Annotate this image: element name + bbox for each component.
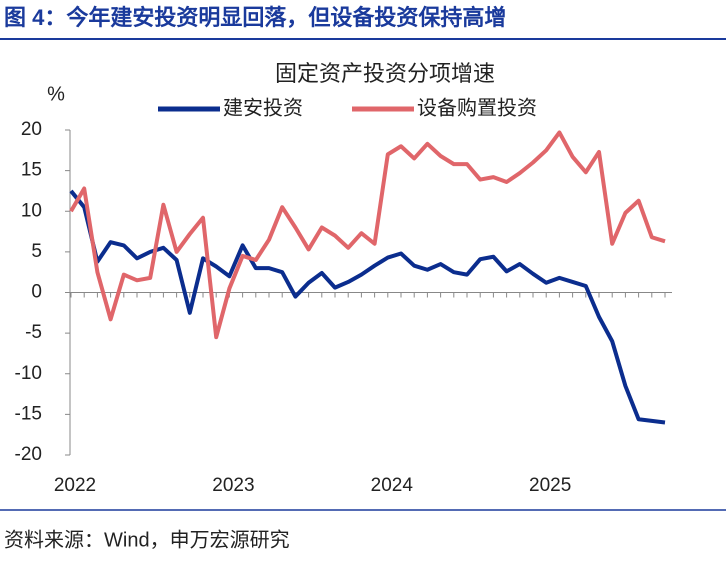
y-tick-label: 5 <box>31 241 42 262</box>
y-tick-label: 10 <box>21 200 42 221</box>
x-tick-label: 2025 <box>529 475 571 496</box>
y-tick-label: -20 <box>15 444 42 465</box>
legend-label: 建安投资 <box>223 96 303 119</box>
y-tick-label: 15 <box>21 160 42 181</box>
x-tick-label: 2022 <box>54 475 96 496</box>
series-line <box>69 130 666 340</box>
chart-title: 固定资产投资分项增速 <box>275 61 495 86</box>
legend-label: 设备购置投资 <box>417 96 537 119</box>
figure-title: 图 4：今年建安投资明显回落，但设备投资保持高增 <box>4 5 506 30</box>
x-tick-label: 2024 <box>371 475 414 496</box>
y-tick-label: -5 <box>25 322 42 343</box>
source-note: 资料来源：Wind，申万宏源研究 <box>4 528 290 551</box>
y-tick-label: 20 <box>21 119 42 140</box>
y-axis-label: % <box>47 83 65 105</box>
y-tick-label: 0 <box>31 282 42 303</box>
x-tick-label: 2023 <box>212 475 254 496</box>
y-tick-label: -15 <box>15 403 42 424</box>
series-line <box>69 189 666 425</box>
y-tick-label: -10 <box>15 363 42 384</box>
